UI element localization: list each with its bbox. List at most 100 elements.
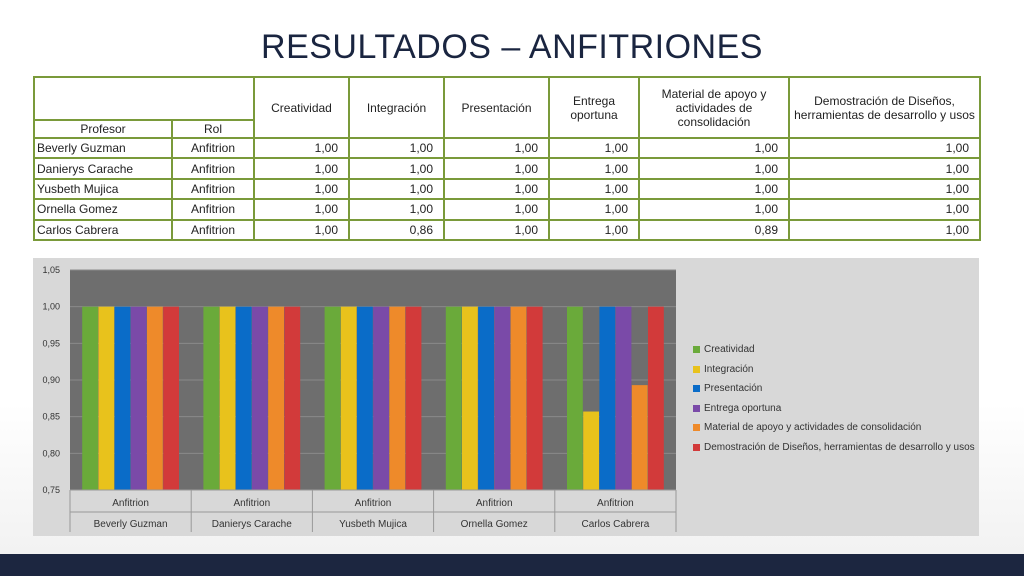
table-row: Beverly Guzman Anfitrion 1,00 1,00 1,00 1,00 1…: [33, 137, 981, 160]
column-header: Entrega oportuna: [548, 75, 640, 140]
category-sublabel: Anfitrion: [233, 498, 270, 509]
category-sublabel: Anfitrion: [476, 498, 513, 509]
y-tick-label: 0,75: [42, 485, 60, 495]
professor-name: Danierys Carache: [33, 157, 173, 180]
table-corner: [33, 76, 255, 120]
bar: [445, 306, 462, 490]
results-table: Creatividad Integración Presentación Entreg…: [33, 75, 981, 242]
bar: [219, 306, 236, 490]
y-tick-label: 0,90: [42, 375, 60, 385]
category-sublabel: Anfitrion: [597, 498, 634, 509]
bar: [462, 306, 478, 490]
legend-label: Material de apoyo y actividades de conso…: [704, 422, 922, 434]
legend-item: Entrega oportuna: [693, 399, 975, 419]
role-cell: Anfitrion: [171, 218, 255, 242]
bar: [373, 306, 389, 490]
score-cell: 1,00: [348, 177, 445, 201]
category-label: Danierys Carache: [212, 519, 292, 530]
footer-bar: [0, 554, 1024, 576]
bar-chart: 0,75 0,80 0,85 0,90 0,95 1,00 1,05 Anfitrion Bev…: [42, 265, 677, 532]
slide-title: RESULTADOS – ANFITRIONES: [261, 28, 763, 66]
score-cell: 1,00: [348, 198, 445, 221]
bar: [82, 306, 98, 490]
score-cell: 1,00: [253, 198, 350, 221]
legend-swatch: [693, 443, 700, 451]
column-header: Presentación: [443, 75, 550, 140]
bar: [583, 411, 599, 490]
bar: [567, 306, 583, 490]
bar: [340, 306, 357, 490]
score-cell: 1,00: [548, 177, 640, 201]
legend-label: Demostración de Diseños, herramientas de…: [704, 441, 975, 453]
y-tick-label: 1,05: [42, 265, 60, 275]
category-label: Carlos Cabrera: [581, 519, 649, 530]
bar: [405, 306, 422, 490]
score-cell: 1,00: [443, 157, 550, 180]
column-header: Demostración de Diseños, herramientas de…: [788, 75, 981, 140]
score-cell: 1,00: [638, 137, 790, 160]
legend-swatch: [693, 346, 700, 354]
score-cell: 1,00: [548, 198, 640, 221]
bar: [631, 385, 648, 490]
table-row: Danierys Carache Anfitrion 1,00 1,00 1,00 1,0…: [33, 157, 981, 180]
role-cell: Anfitrion: [171, 177, 255, 201]
table-row: Carlos Cabrera Anfitrion 1,00 0,86 1,00 1,00 0…: [33, 218, 981, 242]
role-cell: Anfitrion: [171, 198, 255, 221]
role-cell: Anfitrion: [171, 157, 255, 180]
bar: [130, 306, 147, 490]
score-cell: 1,00: [788, 157, 981, 180]
column-header: Integración: [348, 75, 445, 140]
bar: [147, 306, 163, 490]
bar: [163, 306, 179, 490]
column-header: Material de apoyo y actividades de conso…: [638, 75, 790, 140]
professor-name: Beverly Guzman: [33, 137, 173, 160]
y-tick-label: 0,85: [42, 412, 60, 422]
score-cell: 1,00: [443, 137, 550, 160]
legend-label: Creatividad: [704, 344, 755, 356]
legend-label: Entrega oportuna: [704, 402, 782, 414]
legend-item: Material de apoyo y actividades de conso…: [693, 418, 975, 438]
score-cell: 1,00: [788, 177, 981, 201]
category-label: Yusbeth Mujica: [339, 519, 407, 530]
score-cell: 1,00: [788, 198, 981, 221]
chart-legend: Creatividad Integración Presentación Entreg…: [693, 340, 975, 457]
legend-label: Presentación: [704, 383, 763, 395]
column-header-rol: Rol: [171, 118, 255, 140]
score-cell: 1,00: [548, 137, 640, 160]
score-cell: 1,00: [638, 157, 790, 180]
bar: [494, 306, 511, 490]
score-cell: 1,00: [253, 157, 350, 180]
professor-name: Carlos Cabrera: [33, 218, 173, 242]
professor-name: Yusbeth Mujica: [33, 177, 173, 201]
score-cell: 1,00: [638, 198, 790, 221]
score-cell: 1,00: [253, 218, 350, 242]
category-sublabel: Anfitrion: [112, 498, 149, 509]
y-tick-label: 1,00: [42, 302, 60, 312]
score-cell: 1,00: [548, 157, 640, 180]
score-cell: 1,00: [788, 137, 981, 160]
bar: [252, 306, 268, 490]
bar: [324, 306, 341, 490]
chart-panel: 0,75 0,80 0,85 0,90 0,95 1,00 1,05 Anfitrion Bev…: [33, 258, 979, 536]
bar: [615, 306, 632, 490]
category-label: Ornella Gomez: [461, 519, 528, 530]
table-row: Yusbeth Mujica Anfitrion 1,00 1,00 1,00 1,00 1…: [33, 177, 981, 201]
column-header-profesor: Profesor: [33, 118, 173, 140]
legend-item: Creatividad: [693, 340, 975, 360]
bar: [357, 306, 373, 490]
column-header: Creatividad: [253, 75, 350, 140]
bar: [98, 306, 115, 490]
legend-item: Presentación: [693, 379, 975, 399]
legend-item: Demostración de Diseños, herramientas de…: [693, 438, 975, 458]
legend-label: Integración: [704, 363, 754, 375]
legend-swatch: [693, 365, 700, 373]
bar: [389, 306, 406, 490]
bar: [268, 306, 284, 490]
bar: [510, 306, 527, 490]
score-cell: 1,00: [788, 218, 981, 242]
bar: [599, 306, 616, 490]
score-cell: 1,00: [443, 177, 550, 201]
score-cell: 1,00: [348, 137, 445, 160]
legend-swatch: [693, 385, 700, 393]
legend-swatch: [693, 404, 700, 412]
